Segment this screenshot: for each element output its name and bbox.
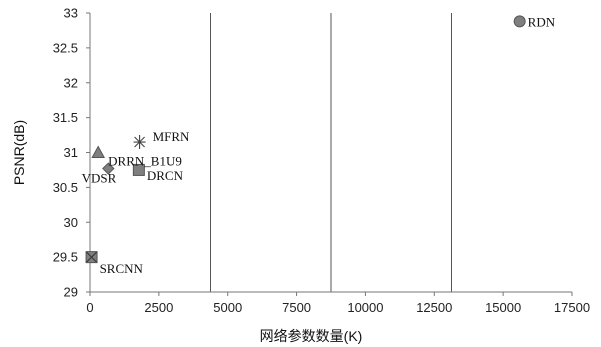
point-vdsr	[102, 162, 115, 175]
point-drrn-b1u9	[91, 145, 106, 158]
x-tick-label: 15000	[485, 300, 521, 315]
y-tick-label: 29	[64, 285, 78, 300]
y-tick-label: 30	[64, 215, 78, 230]
point-layer	[85, 15, 526, 264]
x-tick-label: 17500	[554, 300, 590, 315]
x-tick-label: 7500	[282, 300, 311, 315]
x-tick-label: 5000	[213, 300, 242, 315]
point-srcnn	[85, 251, 98, 264]
x-axis-title: 网络参数数量(K)	[260, 328, 363, 344]
point-srcnn-cross	[86, 251, 97, 263]
y-tick-label: 32	[64, 75, 78, 90]
y-tick-label: 29.5	[53, 250, 78, 265]
label-mfrn: MFRN	[153, 129, 190, 144]
point-mfrn	[133, 135, 146, 150]
label-rdn: RDN	[528, 14, 556, 29]
x-tick-label: 10000	[347, 300, 383, 315]
tick-layer: 29 29.5 30 30.5 31 31.5 32 32.5 33 0 2500 5000 7500 1…	[53, 6, 590, 316]
x-tick-label: 0	[86, 300, 93, 315]
point-drcn	[132, 163, 145, 176]
point-rdn	[513, 15, 526, 28]
x-tick-label: 2500	[144, 300, 173, 315]
label-drcn: DRCN	[147, 168, 184, 183]
grid-layer	[210, 13, 452, 292]
label-drrn-b1u9: DRRN_B1U9	[108, 154, 182, 169]
label-vdsr: VDSR	[82, 171, 117, 186]
y-tick-label: 31.5	[53, 110, 78, 125]
y-axis-title: PSNR(dB)	[11, 120, 27, 185]
x-tick-label: 12500	[416, 300, 452, 315]
y-tick-label: 30.5	[53, 180, 78, 195]
y-tick-label: 31	[64, 145, 78, 160]
y-tick-label: 32.5	[53, 40, 78, 55]
y-tick-label: 33	[64, 6, 78, 21]
label-srcnn: SRCNN	[100, 261, 144, 276]
